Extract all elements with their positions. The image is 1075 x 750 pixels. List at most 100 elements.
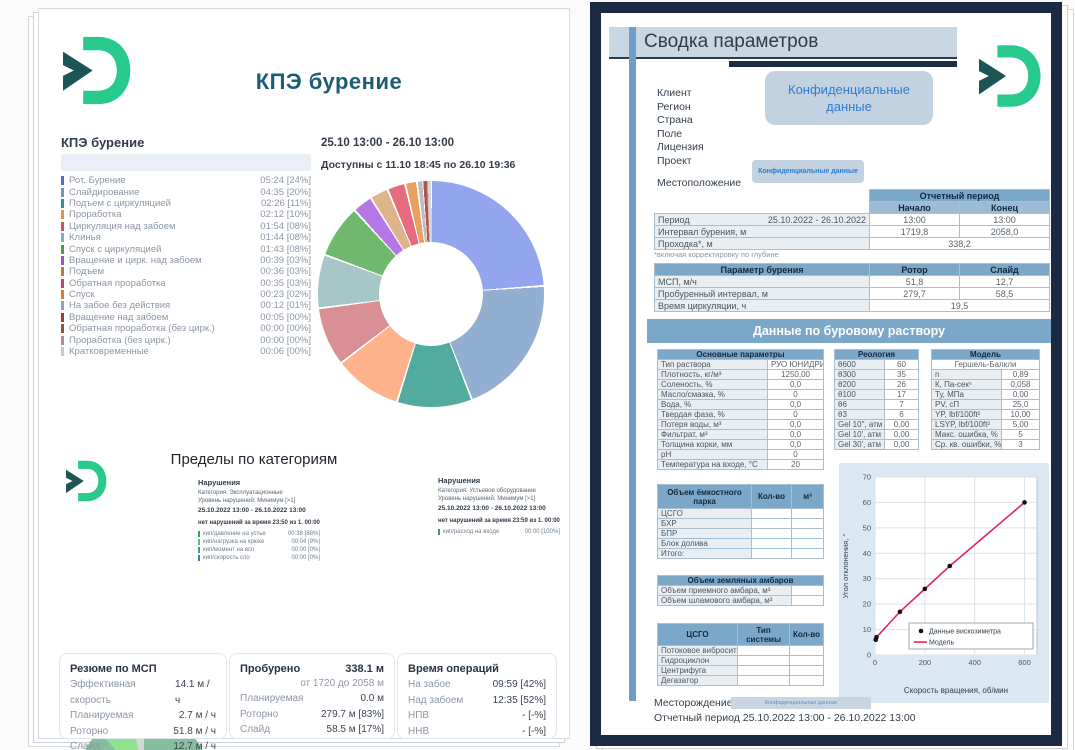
row-label: БХР xyxy=(657,518,752,529)
cell-value xyxy=(791,595,824,606)
table-row: Потеря воды, м³ 0,0 xyxy=(657,419,825,430)
row-value: 0.0 м xyxy=(360,693,384,704)
table-row: PV, сП 25,0 xyxy=(931,399,1041,410)
row-label: YP, lbf/100ft² xyxy=(931,409,1002,420)
table-row: θ600 60 xyxy=(834,359,919,370)
row-label: Эффективная скорость xyxy=(70,679,136,706)
legend-value: 00:00 [100%] xyxy=(524,529,560,535)
field-label: Страна xyxy=(657,114,693,126)
row-label: θ3 xyxy=(834,409,885,420)
legend-value: 00:39 [03%] xyxy=(260,254,311,266)
cell-value: 5 xyxy=(1000,429,1041,440)
legend-color-chip xyxy=(61,187,64,197)
filter-input[interactable] xyxy=(61,154,311,171)
legend-color-chip xyxy=(61,255,64,265)
row-label: θ6 xyxy=(834,399,885,410)
cell-value xyxy=(789,645,824,656)
mud-main-table: Основные параметры Тип раствора РУО ЮНИД… xyxy=(656,349,825,470)
row-label: Гидроциклон xyxy=(657,655,738,666)
page-title: Сводка параметров xyxy=(644,31,819,52)
row-value: 12.7 м / ч xyxy=(173,741,216,750)
legend-value: 01:54 [08%] xyxy=(260,220,311,232)
legend-value: 00:38 [88%] xyxy=(287,531,320,537)
card-row: Планируемая 0.0 м xyxy=(240,691,384,707)
legend-value: 00:06 [00%] xyxy=(260,346,311,358)
table-row: Объем приемного амбара, м³ xyxy=(657,585,824,596)
svg-text:20: 20 xyxy=(863,600,871,609)
col-header: Конец xyxy=(959,201,1050,214)
row-value: 279.7 м [83%] xyxy=(320,708,384,720)
cell-value: 1250,00 xyxy=(766,369,825,380)
legend-color-chip xyxy=(61,335,64,345)
page-parameters-summary: Сводка параметров Клиент Регион Страна П… xyxy=(590,2,1062,746)
legend-item: Подъем с циркуляцией 02:26 [11%] xyxy=(61,198,311,209)
cell-value: 5,00 xyxy=(1000,419,1041,430)
row-value: 12:35 [52%] xyxy=(492,694,546,706)
card-row: Над забоем 12:35 [52%] xyxy=(408,693,546,709)
violations-note: нет нарушений за время 23:50 из 1. 00:00 xyxy=(198,520,320,526)
left-accent-strip xyxy=(629,27,636,701)
cell-value: РУО ЮНИДРИЛ xyxy=(766,359,825,370)
violations-info-1: Нарушения Категория: Эксплуатационные Ур… xyxy=(198,479,320,562)
client-fields: Клиент Регион Страна Поле Лицензия Проек… xyxy=(657,87,704,168)
col-header: Отчетный период xyxy=(869,189,1050,202)
row-label: Gel 10", атм xyxy=(834,419,885,430)
row-label: θ200 xyxy=(834,379,885,390)
cell-value: 25,0 xyxy=(1000,399,1041,410)
legend-value: 00:12 [01%] xyxy=(260,300,311,312)
svg-text:0: 0 xyxy=(867,651,871,660)
cell-value xyxy=(737,655,790,666)
legend-value: 04:35 [20%] xyxy=(260,186,311,198)
cell-value: 51,8 xyxy=(869,275,960,288)
legend-value: 00:23 [02%] xyxy=(260,289,311,301)
legend-value: 00:05 [00%] xyxy=(260,311,311,323)
cell-value xyxy=(789,655,824,666)
violations-period: 25.10.2022 13:00 - 26.10.2022 13:00 xyxy=(438,505,546,512)
legend-color-chip xyxy=(61,233,64,243)
cell-value: 0,0 xyxy=(766,419,825,430)
table-row: Соленость, % 0,0 xyxy=(657,379,825,390)
legend-label: Спуск с циркуляцией xyxy=(69,243,162,255)
legend-color-chip xyxy=(198,539,200,545)
field-label: Поле xyxy=(657,127,683,140)
table-row: Макс. ошибка, % 5 xyxy=(931,429,1041,440)
card-row: Планируемая 2.7 м / ч xyxy=(70,708,216,724)
card-row: Слайд 12.7 м / ч xyxy=(70,739,216,750)
cell-value: 0,0 xyxy=(766,439,825,450)
table-row: Вода, % 0,0 xyxy=(657,399,825,410)
row-label: Роторно xyxy=(70,725,109,737)
cell-value: 26 xyxy=(884,379,919,390)
col-header: Начало xyxy=(869,201,960,214)
table-row: YP, lbf/100ft² 10,00 xyxy=(931,409,1041,420)
row-label: Соленость, % xyxy=(657,379,768,390)
row-value: 58.5 м [17%] xyxy=(326,724,384,735)
legend-color-chip xyxy=(61,210,64,220)
card-row: НПВ - [-%] xyxy=(408,708,546,724)
report-period: 25.10 13:00 - 26.10 13:00 xyxy=(321,137,454,149)
legend-label: кип/скорость спо xyxy=(203,555,250,561)
limits-section-title: Пределы по категориям xyxy=(170,451,338,468)
card-total: 338.1 м xyxy=(345,663,384,675)
row-label: Проходка*, м xyxy=(654,237,870,250)
card-row: Эффективная скорость 14.1 м / ч xyxy=(70,677,216,708)
cell-value: 0,00 xyxy=(884,439,919,450)
brand-logo-icon xyxy=(66,460,107,502)
brand-logo-icon xyxy=(979,45,1041,107)
legend-color-chip xyxy=(61,244,64,254)
table-row: Gel 30', атм 0,00 xyxy=(834,439,919,450)
violations-legend-item: кип/давление на устье 00:38 [88%] xyxy=(198,530,320,538)
pits-table: Объем земляных амбаров Объем приемного а… xyxy=(657,575,824,606)
cell-value: 0 xyxy=(766,409,825,420)
row-label: Центрифуга xyxy=(657,665,738,676)
legend-label: Клинья xyxy=(69,232,101,244)
table-header: Модель xyxy=(930,349,1041,360)
table-row: Gel 10", атм 0,00 xyxy=(834,419,919,430)
cell-value: 35 xyxy=(884,369,919,380)
violations-category: Категория: Устьевое оборудование xyxy=(438,488,536,494)
table-row: Итого: xyxy=(657,548,824,559)
footer-period: Отчетный период 25.10.2022 13:00 - 26.10… xyxy=(654,712,916,724)
legend-label: Циркуляция над забоем xyxy=(69,220,176,232)
title-band: Сводка параметров xyxy=(609,27,957,59)
cell-value: 17 xyxy=(884,389,919,400)
cell-value: 20 xyxy=(766,459,825,470)
